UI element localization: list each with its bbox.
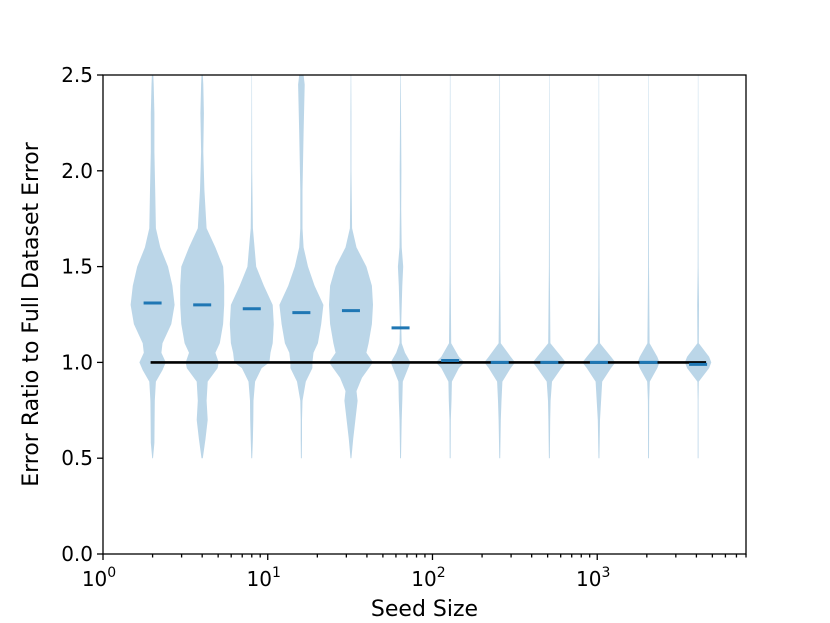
violin-16: [279, 75, 324, 459]
violin-256: [484, 75, 516, 459]
y-tick-label: 2.0: [61, 159, 93, 183]
violin-32: [329, 75, 373, 459]
x-axis-title: Seed Size: [371, 597, 478, 622]
x-tick-label: 103: [576, 565, 610, 591]
violin-2048: [637, 75, 660, 459]
x-axis: 100 101 102 103: [82, 554, 747, 591]
y-tick-label: 2.5: [61, 63, 93, 87]
violin-1024: [582, 75, 616, 459]
violin-512: [532, 75, 566, 459]
violin-128: [435, 75, 465, 459]
violin-64: [390, 75, 411, 459]
y-axis-title: Error Ratio to Full Dataset Error: [19, 141, 44, 487]
violin-8: [229, 75, 274, 459]
median-markers: [143, 301, 708, 366]
x-tick-label: 100: [82, 565, 116, 591]
y-tick-label: 0.0: [61, 542, 93, 566]
y-tick-label: 1.0: [61, 350, 93, 374]
violin-4: [180, 75, 225, 459]
y-tick-label: 0.5: [61, 446, 93, 470]
x-tick-label: 101: [247, 565, 281, 591]
y-axis: 0.0 0.5 1.0 1.5 2.0 2.5: [61, 63, 103, 566]
violin-2: [130, 75, 175, 459]
x-tick-label: 102: [411, 565, 445, 591]
y-tick-label: 1.5: [61, 255, 93, 279]
violins-group: [130, 75, 712, 459]
violin-4096: [684, 75, 712, 459]
